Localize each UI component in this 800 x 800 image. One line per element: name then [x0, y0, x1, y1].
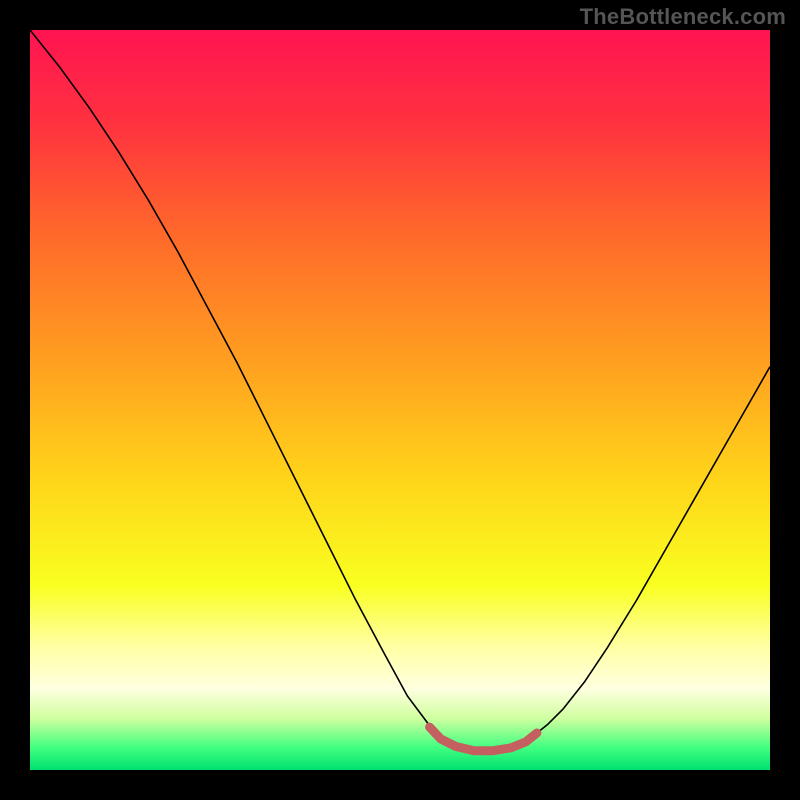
chart-svg — [30, 30, 770, 770]
watermark-text: TheBottleneck.com — [580, 4, 786, 30]
plot-area — [30, 30, 770, 770]
gradient-background — [30, 30, 770, 770]
chart-frame: TheBottleneck.com — [0, 0, 800, 800]
